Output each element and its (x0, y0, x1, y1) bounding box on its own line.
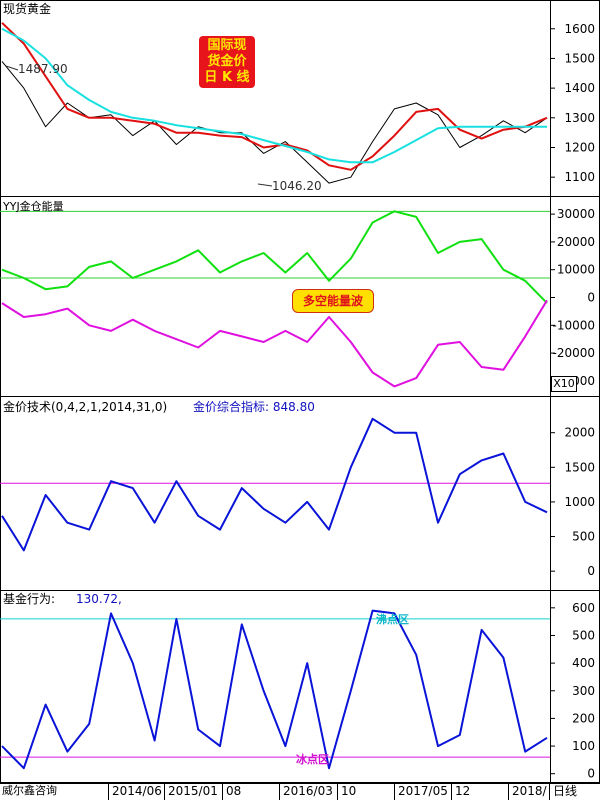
y-tick-label: 600 (572, 601, 595, 615)
y-tick-label: 200 (572, 711, 595, 725)
ma-cyan-line (1, 27, 547, 164)
y-tick-label: 1500 (564, 460, 595, 474)
y-tick-label: 30000 (557, 207, 595, 221)
badge-line-3: 日 K 线 (204, 70, 250, 85)
date-label-5: 10 (341, 784, 357, 798)
energy-wave-badge: 多空能量波 (292, 289, 374, 313)
y-tick-label: 0 (587, 564, 595, 578)
date-label-9: 日线 (553, 784, 578, 798)
y-tick-label: 500 (572, 628, 595, 642)
gold-kline-badge: 国际现 货金价 日 K 线 (199, 36, 255, 88)
high-price-label: 1487.90 (18, 62, 68, 76)
y-tick-label: 1600 (564, 22, 595, 36)
bear-energy-line (1, 299, 548, 388)
y-tick-label: -20000 (552, 346, 595, 360)
date-label-7: 12 (455, 784, 471, 798)
composite-index-label: 金价综合指标: 848.80 (193, 400, 315, 414)
y-tick-label: 1000 (564, 495, 595, 509)
panel2-title: YYJ金仓能量 (3, 200, 64, 213)
low-pointer (257, 183, 273, 187)
low-price-label: 1046.20 (272, 179, 322, 193)
y-tick-label: 1300 (564, 111, 595, 125)
y-tick-label: 1400 (564, 81, 595, 95)
date-label-1: 2014/06 (112, 784, 162, 798)
high-pointer (5, 65, 19, 71)
badge-line-2: 货金价 (207, 54, 247, 69)
price-line (1, 61, 548, 184)
y-tick-label: 2000 (564, 426, 595, 440)
date-label-3: 08 (226, 784, 242, 798)
y-tick-label: 1100 (564, 170, 595, 184)
panel4-title: 基金行为: (3, 592, 56, 606)
y-tick-label: 300 (572, 684, 595, 698)
y-tick-label: 0 (587, 767, 595, 781)
composite-index-line (1, 417, 548, 552)
scale-label: X10 (551, 376, 577, 392)
fund-behavior-value: 130.72, (76, 592, 122, 606)
y-tick-label: 400 (572, 656, 595, 670)
fund-behavior-line (1, 609, 548, 770)
date-label-6: 2017/05 (398, 784, 448, 798)
badge-line-1: 国际现 (207, 38, 247, 53)
y-tick-label: 100 (572, 739, 595, 753)
date-label-4: 2016/03 (283, 784, 333, 798)
date-label-2: 2015/01 (168, 784, 218, 798)
source-label: 威尔鑫咨询 (2, 784, 57, 797)
panel3-title: 金价技术(0,4,2,1,2014,31,0) (3, 400, 168, 414)
ice-zone-label: 冰点区 (296, 753, 329, 766)
y-tick-label: 0 (587, 291, 595, 305)
y-tick-label: 1500 (564, 51, 595, 65)
panel1-title: 现货黄金 (3, 2, 52, 16)
date-label-8: 2018/ (512, 784, 547, 798)
y-tick-label: 10000 (557, 263, 595, 277)
y-tick-label: 20000 (557, 235, 595, 249)
y-tick-label: -10000 (552, 318, 595, 332)
y-tick-label: 1200 (564, 141, 595, 155)
y-tick-label: 500 (572, 530, 595, 544)
bull-energy-line (1, 210, 548, 304)
boil-zone-label: 沸点区 (376, 613, 409, 626)
